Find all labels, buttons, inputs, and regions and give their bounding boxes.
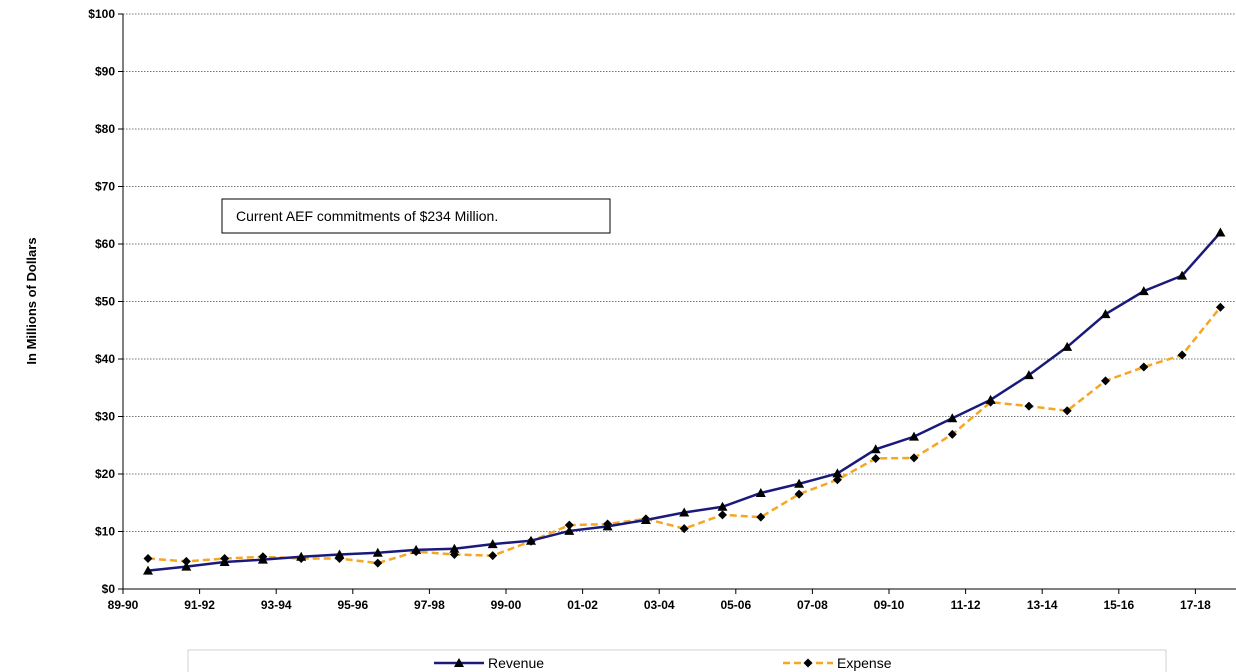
y-tick-label: $50 bbox=[95, 295, 115, 309]
data-point-expense bbox=[832, 475, 842, 485]
data-point-revenue bbox=[1138, 286, 1149, 296]
data-point-revenue bbox=[870, 444, 881, 454]
x-tick-label: 89-90 bbox=[108, 598, 139, 612]
x-tick-labels: 89-90 91-92 93-94 95-96 97-98 99-00 01-02 03-04… bbox=[108, 589, 1211, 612]
x-tick-label: 11-12 bbox=[951, 598, 981, 612]
data-point-revenue bbox=[334, 549, 345, 559]
gridlines bbox=[118, 13, 1236, 590]
data-point-revenue bbox=[1177, 270, 1188, 280]
data-point-revenue bbox=[487, 539, 498, 549]
x-tick-label: 93-94 bbox=[261, 598, 292, 612]
data-point-expense bbox=[756, 512, 766, 522]
data-point-revenue bbox=[564, 525, 575, 535]
data-point-expense bbox=[564, 520, 574, 530]
x-tick-label: 15-16 bbox=[1103, 598, 1134, 612]
data-point-revenue bbox=[411, 544, 422, 554]
series-line-revenue bbox=[147, 231, 1222, 572]
data-point-revenue bbox=[1215, 227, 1226, 237]
legend-item-revenue: Revenue bbox=[434, 655, 544, 671]
data-point-revenue bbox=[794, 478, 805, 488]
data-point-revenue bbox=[717, 501, 728, 511]
data-point-revenue bbox=[832, 468, 843, 478]
data-point-expense bbox=[794, 489, 804, 499]
y-tick-label: $10 bbox=[95, 525, 115, 539]
x-tick-label: 07-08 bbox=[797, 598, 828, 612]
y-tick-label: $100 bbox=[88, 7, 115, 21]
x-tick-label: 17-18 bbox=[1180, 598, 1211, 612]
data-point-revenue bbox=[602, 521, 613, 531]
series-revenue bbox=[143, 227, 1226, 575]
series-line-expense bbox=[147, 306, 1222, 565]
legend: Revenue Expense bbox=[187, 649, 1167, 672]
legend-marker bbox=[454, 658, 464, 667]
data-point-revenue bbox=[219, 556, 230, 566]
data-point-revenue bbox=[257, 554, 268, 564]
data-point-revenue bbox=[985, 394, 996, 404]
data-point-revenue bbox=[679, 507, 690, 517]
annotation-text: Current AEF commitments of $234 Million. bbox=[236, 208, 498, 224]
data-point-expense bbox=[679, 524, 689, 534]
y-tick-label: $60 bbox=[95, 237, 115, 251]
data-point-expense bbox=[143, 554, 153, 564]
data-point-expense bbox=[1062, 406, 1072, 416]
data-point-expense bbox=[947, 429, 957, 439]
y-tick-label: $20 bbox=[95, 467, 115, 481]
x-tick-label: 99-00 bbox=[491, 598, 522, 612]
y-tick-label: $0 bbox=[102, 582, 116, 596]
data-point-revenue bbox=[755, 487, 766, 497]
series-layer bbox=[143, 227, 1226, 575]
data-point-revenue bbox=[526, 535, 536, 545]
data-point-expense bbox=[181, 556, 191, 566]
data-point-expense bbox=[488, 551, 498, 561]
data-point-expense bbox=[871, 453, 881, 463]
x-tick-label: 05-06 bbox=[720, 598, 751, 612]
data-point-expense bbox=[373, 558, 383, 568]
y-tick-label: $40 bbox=[95, 352, 115, 366]
x-tick-label: 91-92 bbox=[184, 598, 215, 612]
data-point-expense bbox=[909, 453, 919, 463]
y-tick-label: $90 bbox=[95, 65, 115, 79]
legend-label: Expense bbox=[837, 655, 892, 671]
data-point-expense bbox=[1177, 350, 1187, 360]
x-tick-label: 03-04 bbox=[644, 598, 675, 612]
data-point-revenue bbox=[449, 543, 460, 553]
data-point-revenue bbox=[640, 515, 651, 524]
data-point-revenue bbox=[181, 561, 192, 571]
data-point-expense bbox=[1024, 401, 1034, 411]
data-point-revenue bbox=[1023, 370, 1034, 380]
data-point-revenue bbox=[947, 413, 958, 423]
data-point-revenue bbox=[1062, 341, 1073, 351]
y-axis-title: In Millions of Dollars bbox=[24, 237, 39, 364]
annotation-box: Current AEF commitments of $234 Million. bbox=[221, 198, 611, 234]
x-tick-label: 95-96 bbox=[337, 598, 368, 612]
y-tick-label: $80 bbox=[95, 122, 115, 136]
data-point-revenue bbox=[143, 565, 153, 575]
y-tick-labels: $0 $10 $20 $30 $40 $50 $60 $70 $80 $90 $100 bbox=[88, 7, 115, 596]
data-point-expense bbox=[718, 510, 727, 520]
legend-label: Revenue bbox=[488, 655, 544, 671]
series-expense bbox=[143, 302, 1225, 568]
data-point-revenue bbox=[909, 431, 919, 441]
data-point-revenue bbox=[372, 547, 383, 557]
data-point-revenue bbox=[1100, 309, 1111, 319]
y-tick-label: $70 bbox=[95, 180, 115, 194]
data-point-expense bbox=[1215, 302, 1225, 312]
data-point-revenue bbox=[296, 551, 307, 561]
y-tick-label: $30 bbox=[95, 410, 115, 424]
x-tick-label: 13-14 bbox=[1027, 598, 1058, 612]
legend-marker bbox=[803, 658, 813, 668]
data-point-expense bbox=[1101, 376, 1110, 386]
x-tick-label: 97-98 bbox=[414, 598, 445, 612]
x-tick-label: 01-02 bbox=[567, 598, 598, 612]
legend-item-expense: Expense bbox=[783, 655, 892, 671]
x-tick-label: 09-10 bbox=[874, 598, 905, 612]
data-point-expense bbox=[1139, 362, 1149, 372]
